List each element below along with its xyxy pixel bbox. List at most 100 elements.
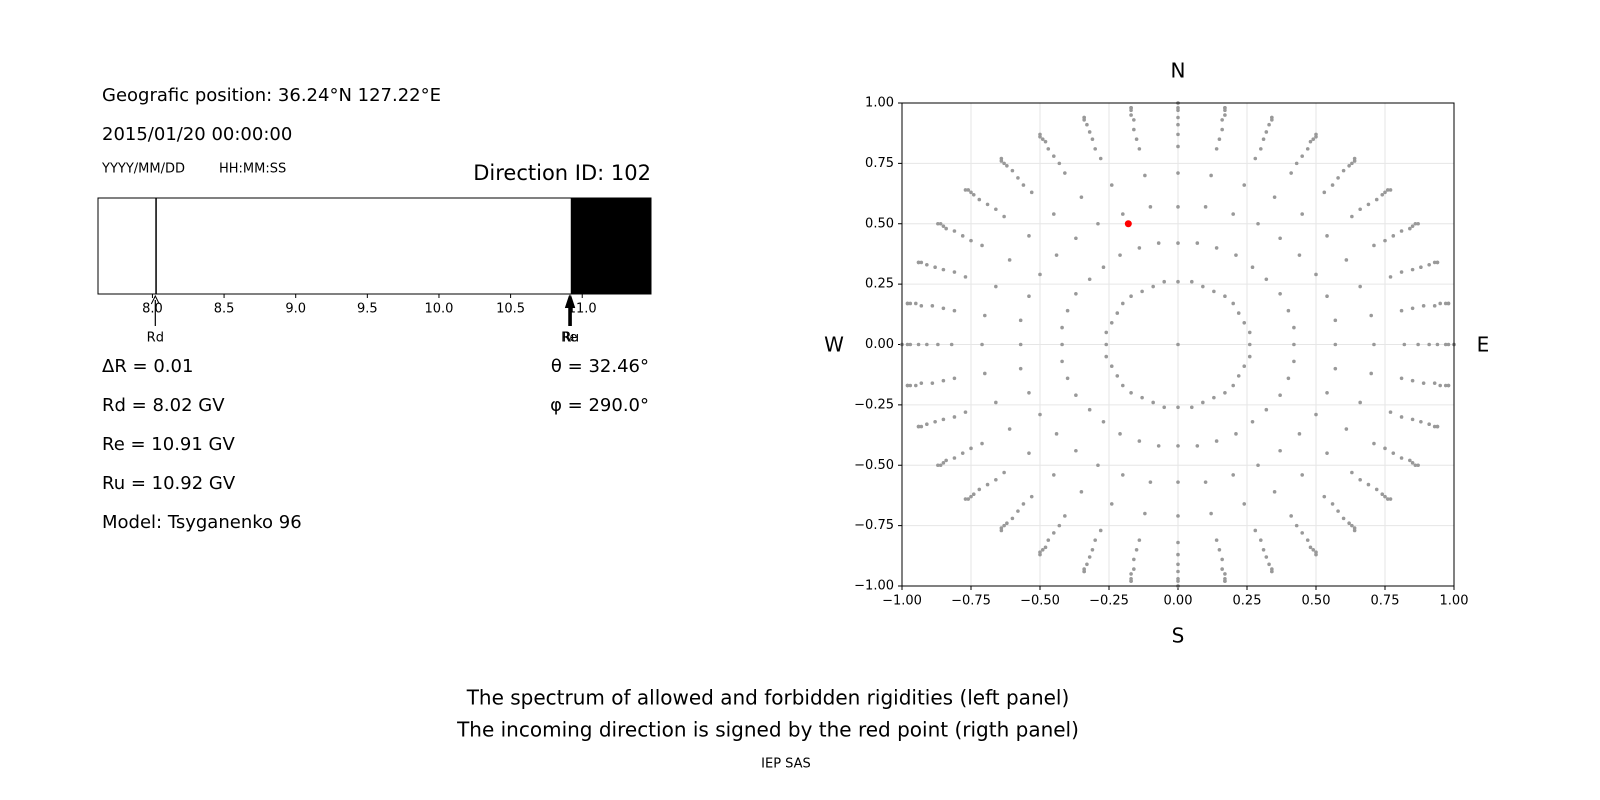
point [1212,395,1216,400]
point [1090,547,1095,552]
point [1090,137,1095,142]
point [1046,538,1051,542]
point [1286,376,1291,381]
point [960,234,965,238]
y-tick-label: −0.75 [854,518,894,533]
y-tick-label: 0.00 [865,337,894,352]
point [1098,528,1103,533]
point [1176,579,1180,583]
point [1132,557,1136,562]
point [1121,212,1125,216]
point [1201,400,1205,405]
caption: The incoming direction is signed by the … [456,718,1079,742]
point [1261,547,1266,552]
point [1435,260,1440,265]
point [1341,516,1346,521]
point [1347,163,1351,168]
point [1325,451,1329,455]
point [1278,448,1282,453]
point [1038,272,1042,277]
point [977,197,982,202]
point [1104,330,1109,335]
point [908,383,913,388]
point [1190,279,1194,284]
point [1325,234,1329,238]
point [1093,147,1097,151]
point [1427,342,1431,347]
point [1134,547,1139,552]
point [1057,523,1062,528]
point [1129,391,1133,395]
point [1176,514,1180,518]
point [1350,523,1354,528]
marker-label: Ru [562,331,579,346]
point [1054,253,1059,257]
point [919,381,924,385]
point [1369,371,1373,376]
point [977,487,982,492]
point [1209,511,1213,516]
point [1399,456,1404,460]
point [1223,391,1227,395]
point [1388,497,1393,501]
credit: IEP SAS [761,757,811,772]
point [1231,212,1235,216]
point [1247,330,1252,335]
point [1372,342,1376,347]
point [1399,376,1404,381]
point [1052,212,1056,216]
point [941,267,946,272]
point [1294,161,1299,166]
result: Model: Tsyganenko 96 [102,512,302,533]
point [916,342,921,347]
point [1085,562,1089,567]
point [1220,127,1224,132]
point [1223,579,1227,583]
point [1300,212,1304,216]
point [994,477,998,482]
point [941,417,946,422]
x-tick-label: 0.00 [1164,594,1193,609]
point [1432,304,1437,308]
point [1038,412,1042,417]
point [999,528,1004,533]
point [1151,400,1155,405]
point [1352,156,1357,161]
point [1443,301,1448,306]
point [1214,147,1219,151]
point [1272,490,1277,494]
point [1137,538,1142,542]
point [1402,342,1407,347]
point [1421,381,1426,385]
point [1002,161,1006,166]
point [1209,173,1213,178]
point [1129,294,1133,299]
point [1408,226,1412,231]
point [1176,562,1180,567]
point [1308,139,1313,144]
point [1341,168,1346,173]
point [905,301,910,306]
point [1410,417,1415,422]
point [1372,441,1376,446]
point [1052,473,1056,477]
point [1247,354,1252,359]
point [1446,301,1451,306]
y-tick-label: 0.25 [865,277,894,292]
point [1314,412,1318,417]
point [952,456,957,460]
point [1060,359,1064,364]
x-tick-label: 0.75 [1371,594,1400,609]
point [1176,552,1180,557]
point [1132,118,1136,122]
point [1410,306,1415,311]
point [971,192,976,197]
point [1305,538,1310,542]
y-tick-label: −1.00 [854,579,894,594]
x-tick-label: 0.25 [1233,594,1262,609]
point [916,260,921,265]
y-tick-label: −0.50 [854,458,894,473]
result: Ru = 10.92 GV [102,473,236,494]
point [1043,139,1048,144]
